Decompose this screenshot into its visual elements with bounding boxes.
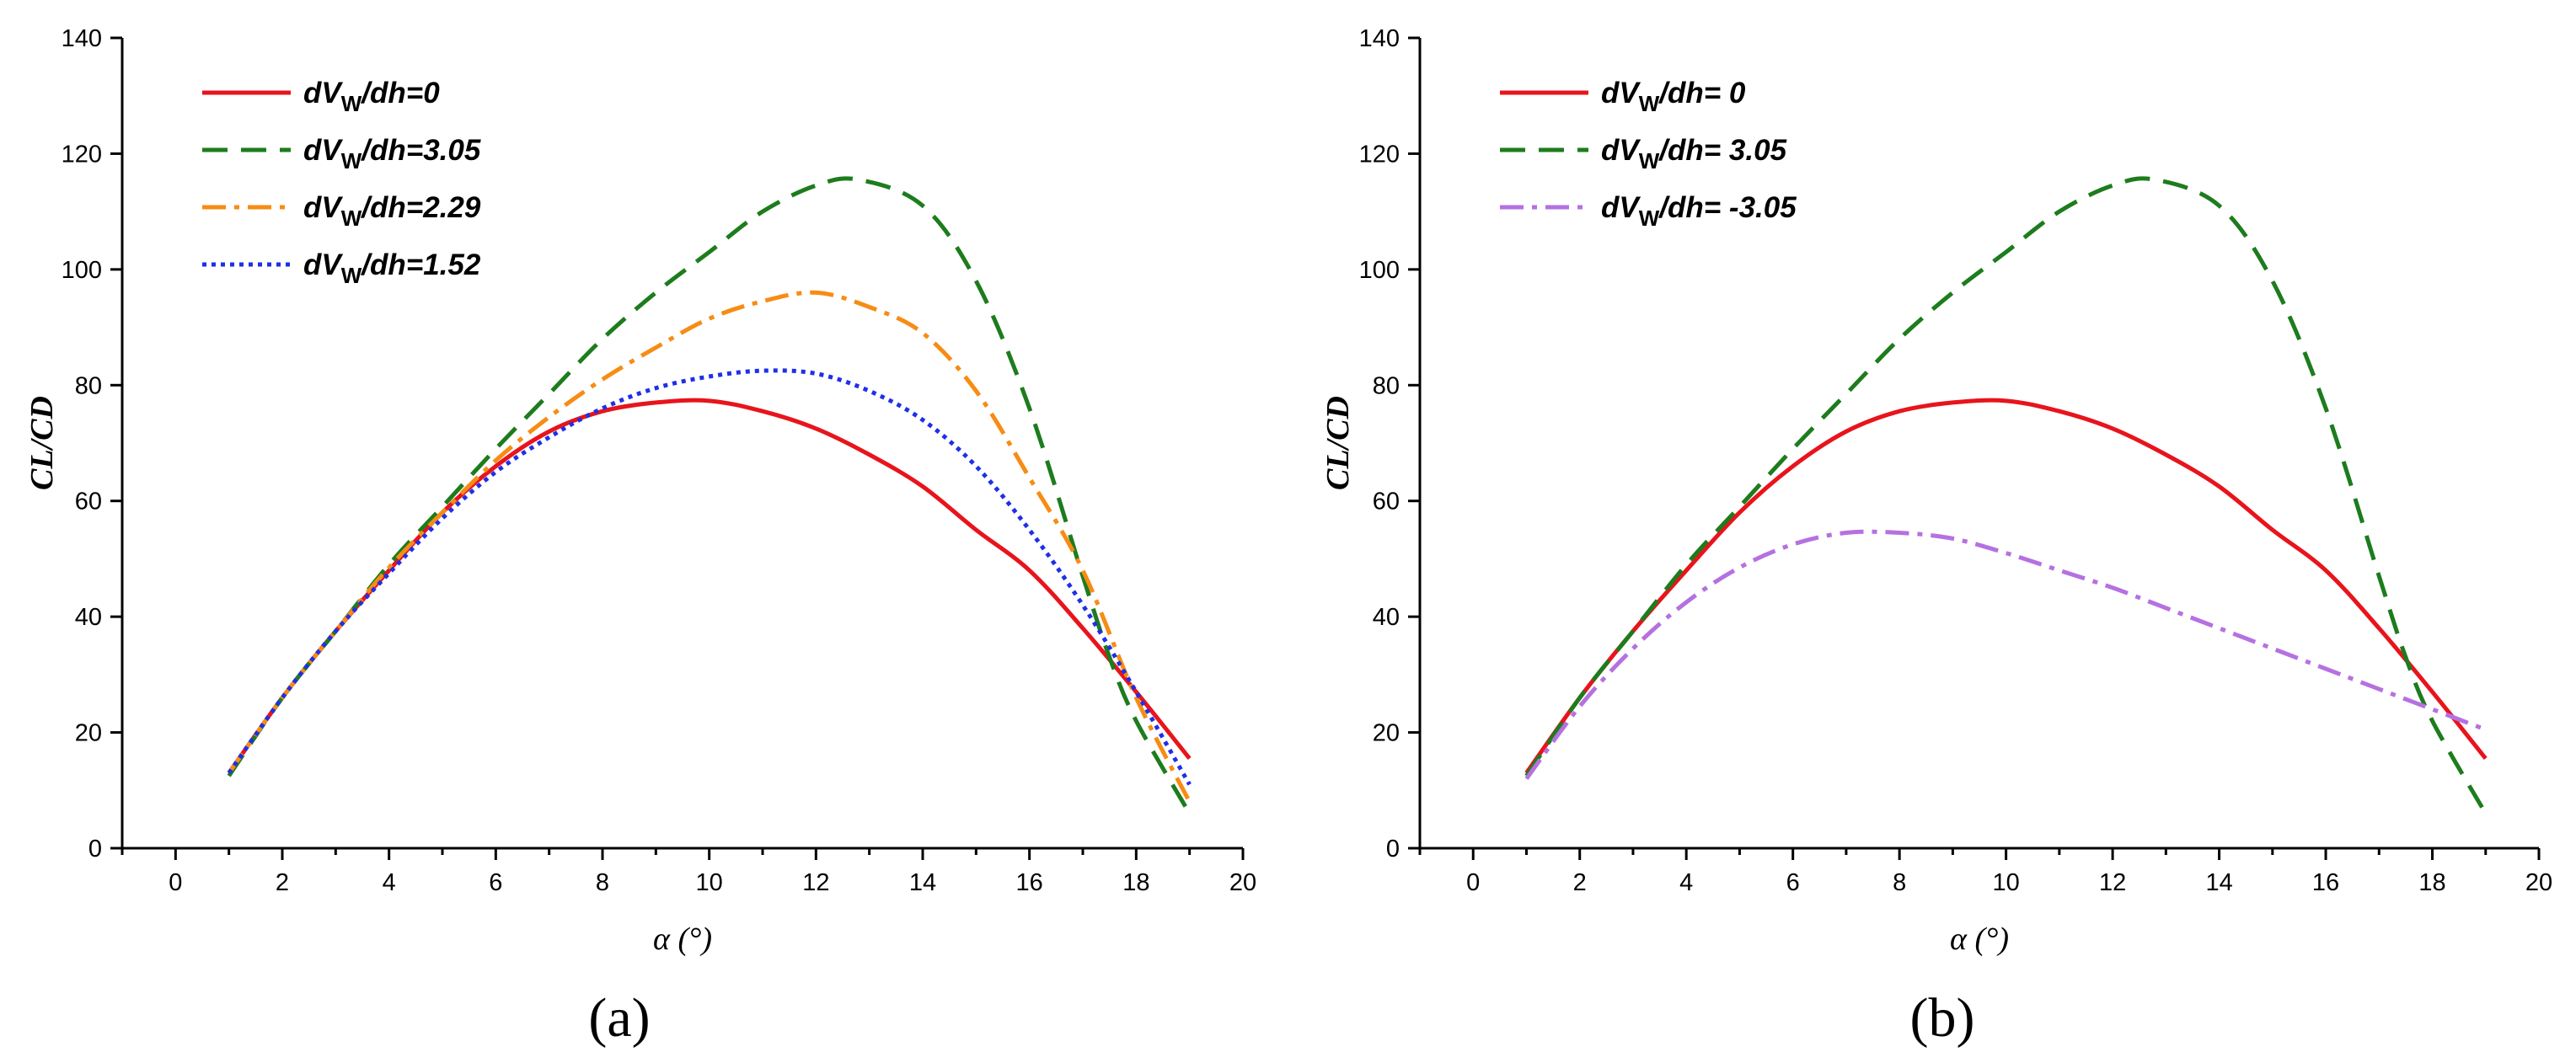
x-axis-title: α (°) <box>653 921 712 957</box>
x-tick-label: 18 <box>1122 869 1149 896</box>
x-tick-label: 12 <box>2099 869 2126 896</box>
x-tick-label: 2 <box>1573 869 1587 896</box>
y-tick-label: 100 <box>1359 257 1400 284</box>
y-axis-title: CL/CD <box>24 396 60 490</box>
y-tick-label: 20 <box>1373 720 1400 747</box>
x-tick-label: 20 <box>2525 869 2552 896</box>
legend-label-2: dVW/dh= 3.05 <box>1601 134 1787 174</box>
legend-label-1: dVW/dh= 0 <box>1601 77 1746 116</box>
series-line-3 <box>1524 529 2487 781</box>
legend-label-2: dVW/dh=3.05 <box>303 134 481 174</box>
panel-label: (a) <box>588 987 650 1049</box>
y-tick-label: 20 <box>75 720 102 747</box>
x-tick-label: 20 <box>1229 869 1256 896</box>
x-tick-label: 10 <box>1992 869 2019 896</box>
y-tick-label: 120 <box>62 141 102 168</box>
y-tick-label: 140 <box>62 25 102 52</box>
x-tick-label: 4 <box>383 869 396 896</box>
y-tick-label: 100 <box>62 257 102 284</box>
x-tick-label: 4 <box>1679 869 1693 896</box>
series-line-4 <box>227 368 1192 786</box>
y-tick-label: 80 <box>75 372 102 399</box>
series-line-3 <box>227 290 1192 804</box>
x-tick-label: 16 <box>2312 869 2339 896</box>
chart-panel-a: 0 20 40 60 80 100 120 140 0 2 4 6 8 10 12 14 16 18 20 α (°)… <box>24 25 1256 1049</box>
series-line-2 <box>1524 176 2488 815</box>
y-tick-label: 40 <box>75 604 102 631</box>
y-tick-label: 120 <box>1359 141 1400 168</box>
x-tick-label: 12 <box>802 869 829 896</box>
x-tick-label: 8 <box>1893 869 1906 896</box>
panel-label: (b) <box>1910 987 1975 1049</box>
x-tick-label: 14 <box>909 869 936 896</box>
legend-label-4: dVW/dh=1.52 <box>303 248 481 288</box>
chart-panel-b: 0 20 40 60 80 100 120 140 0 2 4 6 8 10 12 14 16 18 20 α (°)… <box>1320 25 2552 1049</box>
series-line-1 <box>1524 398 2488 775</box>
legend-label-3: dVW/dh=2.29 <box>303 191 481 231</box>
y-tick-label: 40 <box>1373 604 1400 631</box>
legend-label-1: dVW/dh=0 <box>303 77 440 116</box>
x-tick-label: 6 <box>1786 869 1800 896</box>
x-tick-label: 0 <box>1466 869 1480 896</box>
x-tick-label: 10 <box>696 869 723 896</box>
x-tick-label: 14 <box>2205 869 2232 896</box>
x-tick-label: 6 <box>489 869 502 896</box>
x-tick-label: 8 <box>596 869 609 896</box>
x-tick-label: 0 <box>169 869 182 896</box>
x-tick-label: 16 <box>1016 869 1043 896</box>
y-axis-title: CL/CD <box>1320 396 1356 490</box>
x-tick-label: 18 <box>2418 869 2445 896</box>
x-tick-label: 2 <box>276 869 289 896</box>
series-line-2 <box>227 176 1192 815</box>
y-tick-label: 60 <box>75 489 102 515</box>
y-tick-label: 60 <box>1373 489 1400 515</box>
y-tick-label: 0 <box>1386 836 1400 863</box>
y-tick-label: 0 <box>88 836 102 863</box>
x-axis-title: α (°) <box>1950 921 2009 957</box>
y-tick-label: 140 <box>1359 25 1400 52</box>
y-tick-label: 80 <box>1373 372 1400 399</box>
legend-label-3: dVW/dh= -3.05 <box>1601 191 1797 231</box>
